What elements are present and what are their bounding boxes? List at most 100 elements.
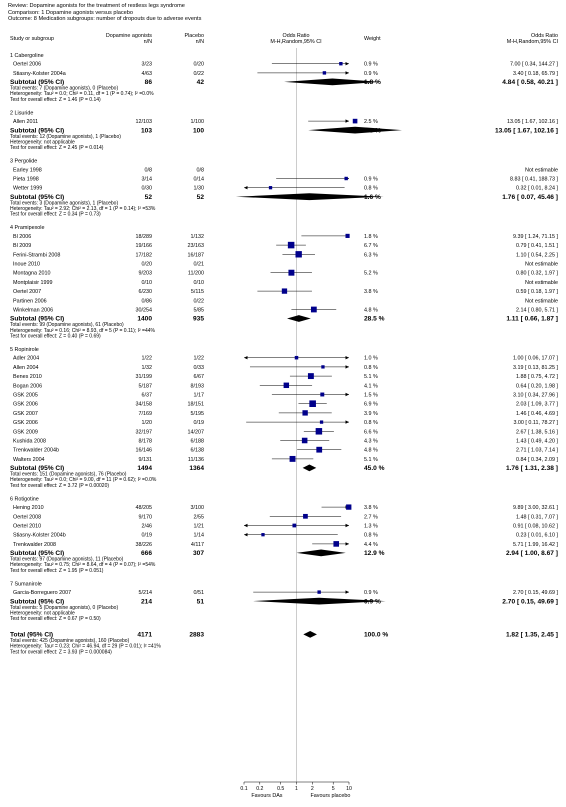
study-exp-events: 0/30 — [142, 186, 153, 192]
study-exp-events: 1/20 — [142, 420, 153, 426]
study-weight: 0.9 % — [364, 590, 378, 596]
study-point — [320, 392, 325, 397]
study-point — [295, 251, 302, 258]
study-weight: 6.7 % — [364, 243, 378, 249]
study-point — [344, 176, 348, 181]
subtotal-2-ci-text: 13.05 [ 1.67, 102.16 ] — [495, 127, 558, 134]
study-ctl-events: 6/188 — [191, 439, 205, 445]
study-ctl-events: 0/51 — [194, 590, 205, 596]
overall-total-label: Total (95% CI) — [10, 632, 53, 639]
subtotal-4-ci-text: 1.11 [ 0.66, 1.87 ] — [506, 316, 558, 323]
col-header-or-text-method: M-H,Random,95% CI — [507, 39, 558, 45]
study-exp-events: 6/37 — [142, 393, 153, 399]
study-point — [309, 400, 316, 407]
study-ci-line-arrow-left — [244, 523, 248, 528]
study-weight: 1.5 % — [364, 393, 378, 399]
subgroup-note: Test for overall effect: Z = 0.40 (P = 0… — [10, 333, 101, 339]
study-point — [287, 241, 295, 249]
study-ctl-events: 1/100 — [191, 119, 205, 125]
study-ci-line-arrow-right — [345, 392, 349, 397]
study-exp-events: 12/103 — [136, 119, 153, 125]
study-weight: 6.6 % — [364, 429, 378, 435]
study-ctl-events: 0/33 — [194, 365, 205, 371]
overall-total-ci-text: 1.82 [ 1.35, 2.45 ] — [506, 632, 558, 639]
study-exp-events: 0/86 — [142, 298, 153, 304]
col-header-exp-unit: n/N — [144, 39, 152, 45]
study-ci-text: 0.23 [ 0.01, 6.10 ] — [516, 533, 558, 539]
study-ci-line-arrow-left — [244, 533, 248, 537]
study-weight: 2.5 % — [364, 119, 378, 125]
subgroup-note: Heterogeneity: not applicable — [10, 139, 75, 145]
study-weight: 4.4 % — [364, 542, 378, 548]
study-ctl-events: 0/10 — [194, 280, 205, 286]
study-ctl-events: 6/67 — [194, 374, 205, 380]
study-ctl-events: 1/17 — [194, 393, 205, 399]
study-ctl-events: 1/14 — [194, 533, 205, 539]
study-exp-events: 0/20 — [142, 262, 153, 268]
total-note: Test for overall effect: Z = 3.93 (P = 0… — [10, 649, 112, 655]
study-name: Oertel 2006 — [13, 62, 41, 68]
study-name: Oertel 2010 — [13, 524, 41, 530]
subtotal-7-exp: 214 — [141, 598, 152, 605]
study-weight: 0.9 % — [364, 177, 378, 183]
study-ci-text: 0.84 [ 0.34, 2.09 ] — [516, 457, 558, 463]
study-ci-text: 5.71 [ 1.99, 16.42 ] — [513, 542, 558, 548]
subgroup-note: Test for overall effect: Z = 2.45 (P = 0… — [10, 145, 104, 151]
study-ctl-events: 6/138 — [191, 448, 205, 454]
study-point — [294, 355, 299, 360]
study-ci-text: 9.39 [ 1.24, 71.15 ] — [513, 234, 558, 240]
study-name: GSK 2009 — [13, 429, 38, 435]
study-ci-line-arrow-right — [345, 420, 349, 424]
study-ci-line-arrow-right — [345, 71, 349, 75]
study-name: Walters 2004 — [13, 457, 45, 463]
study-weight: 0.8 % — [364, 186, 378, 192]
study-point — [301, 437, 308, 444]
study-ci-text: Not estimable — [525, 280, 558, 286]
subgroup-note: Heterogeneity: Tau² = 0.0; Chi² = 9.00, … — [10, 477, 157, 483]
study-name: Partinen 2006 — [13, 298, 47, 304]
study-ci-text: 1.88 [ 0.75, 4.72 ] — [516, 374, 558, 380]
study-ci-text: 1.00 [ 0.06, 17.07 ] — [513, 356, 558, 362]
study-exp-events: 8/178 — [139, 439, 153, 445]
study-name: Montplaisir 1999 — [13, 280, 53, 286]
favours-experimental-label: Favours DAs — [251, 793, 282, 799]
group-title: 7 Sumanirole — [10, 581, 42, 587]
study-ctl-events: 1/22 — [194, 356, 205, 362]
subgroup-note: Heterogeneity: Tau² = 0.16; Chi² = 8.93,… — [10, 328, 156, 334]
subgroup-note: Total events: 7 (Dopamine agonists), 0 (… — [10, 86, 118, 92]
study-exp-events: 32/197 — [136, 429, 153, 435]
study-ci-text: 9.89 [ 3.00, 32.61 ] — [513, 505, 558, 511]
subgroup-note: Heterogeneity: not applicable — [10, 610, 75, 616]
subtotal-4-ctl: 935 — [193, 316, 204, 323]
study-weight: 6.9 % — [364, 402, 378, 408]
review-header: Review: Dopamine agonists for the treatm… — [8, 3, 201, 23]
study-point — [268, 186, 273, 190]
study-name: Stiasny-Kolster 2004a — [13, 71, 66, 77]
study-ctl-events: 0/8 — [197, 167, 205, 173]
study-name: Hening 2010 — [13, 505, 44, 511]
study-ctl-events: 4/117 — [191, 542, 204, 548]
col-header-or-text: Odds Ratio — [531, 33, 558, 39]
study-name: Benes 2010 — [13, 374, 42, 380]
col-header-or: Odds Ratio — [283, 33, 310, 39]
subtotal-6-exp: 666 — [141, 550, 152, 557]
study-weight: 0.8 % — [364, 533, 378, 539]
col-header-exp: Dopamine agonists — [106, 33, 152, 39]
study-ci-text: 1.10 [ 0.54, 2.25 ] — [516, 252, 558, 258]
study-name: Oertel 2007 — [13, 289, 41, 295]
study-name: GSK 2005 — [13, 393, 38, 399]
study-weight: 0.9 % — [364, 62, 378, 68]
study-exp-events: 17/182 — [136, 252, 153, 258]
study-ci-text: 7.00 [ 0.34, 144.27 ] — [510, 62, 558, 68]
study-ci-text: 1.46 [ 0.46, 4.69 ] — [516, 411, 558, 417]
study-exp-events: 5/214 — [139, 590, 153, 596]
group-title: 4 Pramipexole — [10, 225, 44, 231]
study-exp-events: 0/19 — [142, 533, 153, 539]
study-exp-events: 30/254 — [136, 308, 153, 314]
study-ci-text: 2.71 [ 1.03, 7.14 ] — [516, 448, 558, 454]
study-weight: 0.8 % — [364, 365, 378, 371]
subtotal-3-weight: 1.6 % — [364, 194, 381, 201]
subtotal-3-exp: 52 — [145, 194, 153, 201]
subtotal-1-weight: 1.8 % — [364, 79, 381, 86]
